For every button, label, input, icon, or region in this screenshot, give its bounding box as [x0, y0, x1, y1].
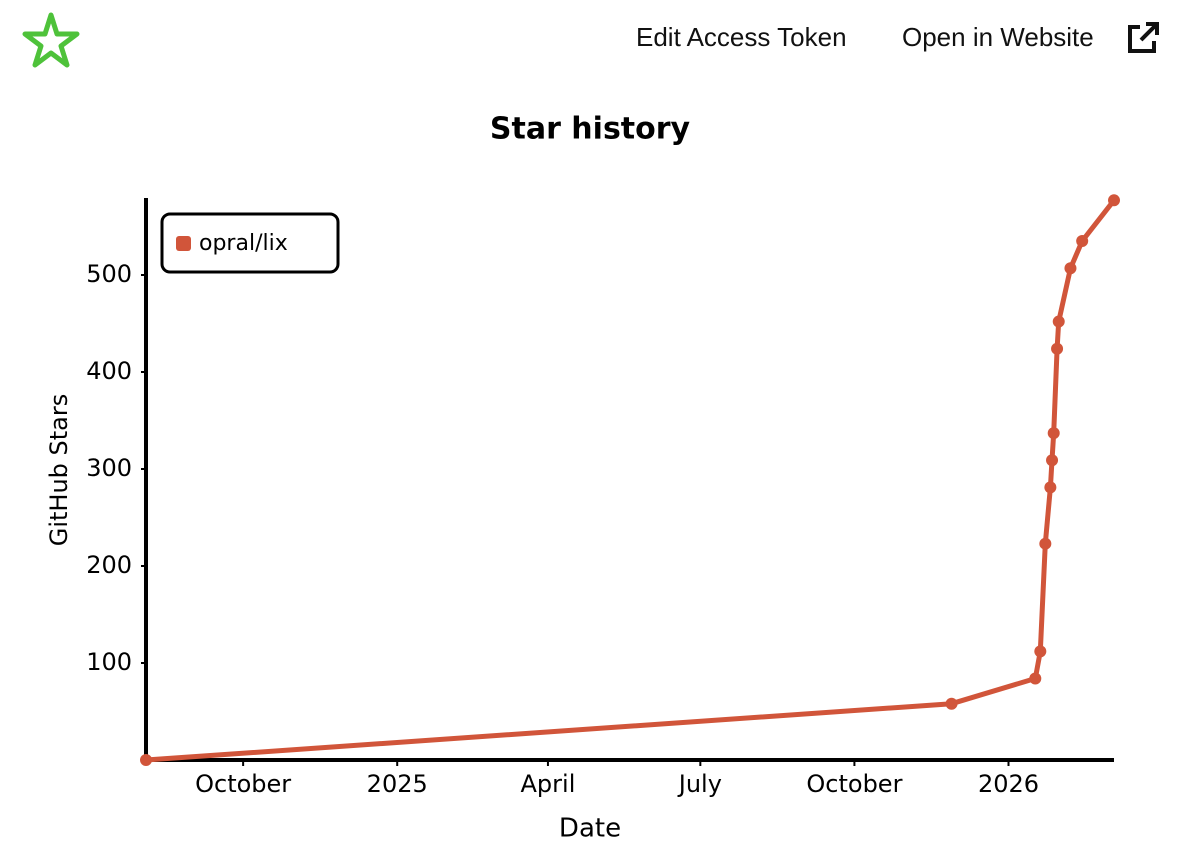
y-tick-label: 200: [86, 551, 132, 579]
data-point: [1052, 315, 1065, 328]
x-tick-label: October: [195, 770, 291, 798]
data-point: [1046, 454, 1059, 467]
data-point: [1039, 537, 1052, 550]
data-point: [945, 697, 958, 710]
data-point: [1108, 194, 1120, 207]
x-axis-label: Date: [559, 814, 621, 844]
external-icon[interactable]: [1126, 21, 1160, 55]
logo[interactable]: [22, 12, 80, 68]
data-point: [140, 754, 152, 766]
y-tick-label: 300: [86, 454, 132, 482]
edit-token-link[interactable]: Edit Access Token: [636, 22, 847, 52]
legend-label: opral/lix: [199, 231, 288, 256]
x-tick-label: October: [806, 770, 902, 798]
data-point: [1034, 645, 1047, 658]
data-point: [1029, 672, 1042, 685]
data-point: [1076, 235, 1089, 248]
x-tick-label: 2026: [978, 770, 1039, 798]
x-tick-label: April: [521, 770, 576, 798]
y-axis-label: GitHub Stars: [45, 394, 73, 547]
y-tick-label: 100: [86, 648, 132, 676]
legend-box: [160, 212, 340, 274]
series-line: [145, 198, 1116, 763]
data-point: [1047, 427, 1060, 440]
y-tick-label: 400: [86, 357, 132, 385]
y-tick-label: 500: [86, 260, 132, 288]
x-tick-label: July: [677, 770, 722, 798]
legend-swatch: [176, 236, 191, 251]
data-point: [1064, 262, 1077, 275]
data-point: [1044, 481, 1057, 494]
data-point: [1051, 342, 1064, 355]
x-tick-label: 2025: [367, 770, 428, 798]
open-website-link[interactable]: Open in Website: [902, 22, 1094, 52]
chart-title: Star history: [490, 112, 691, 147]
